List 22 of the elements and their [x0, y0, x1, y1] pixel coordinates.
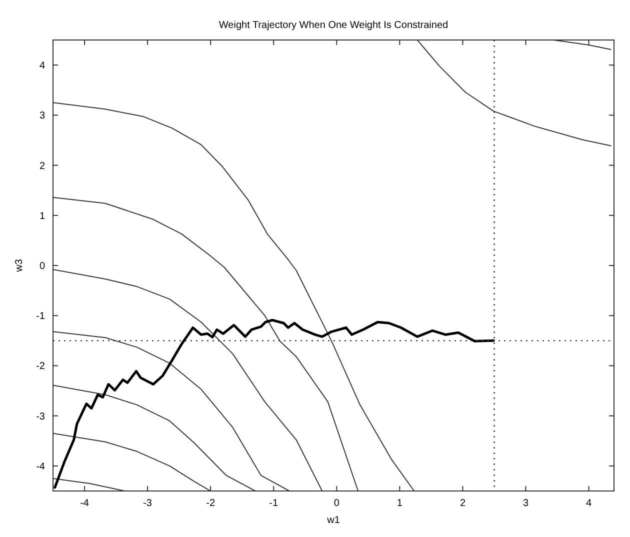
y-tick-label: -2	[36, 361, 46, 372]
x-tick-label: 3	[522, 498, 529, 509]
x-tick-label: -1	[269, 498, 278, 509]
y-tick-label: 2	[39, 160, 46, 172]
x-tick-label: 4	[586, 498, 592, 509]
x-tick-label: -3	[143, 498, 152, 509]
x-tick-label: 2	[460, 498, 466, 509]
y-tick-label: 3	[39, 110, 46, 122]
y-tick-label: -4	[36, 461, 46, 472]
y-tick-label: -3	[36, 411, 46, 422]
line-series	[54, 318, 495, 489]
y-axis-title: w3	[14, 258, 25, 273]
x-axis-title: w1	[326, 515, 340, 526]
y-tick-label: 1	[39, 210, 46, 222]
y-tick-label: 4	[39, 60, 46, 72]
x-tick-label: -4	[80, 498, 90, 509]
y-tick-label: -1	[36, 311, 46, 322]
x-tick-label: -2	[206, 498, 216, 509]
y-tick-label: 0	[39, 261, 46, 272]
x-tick-label: 0	[334, 498, 340, 509]
chart-title: Weight Trajectory When One Weight Is Constrained	[218, 20, 448, 31]
x-tick-label: 1	[396, 498, 403, 509]
